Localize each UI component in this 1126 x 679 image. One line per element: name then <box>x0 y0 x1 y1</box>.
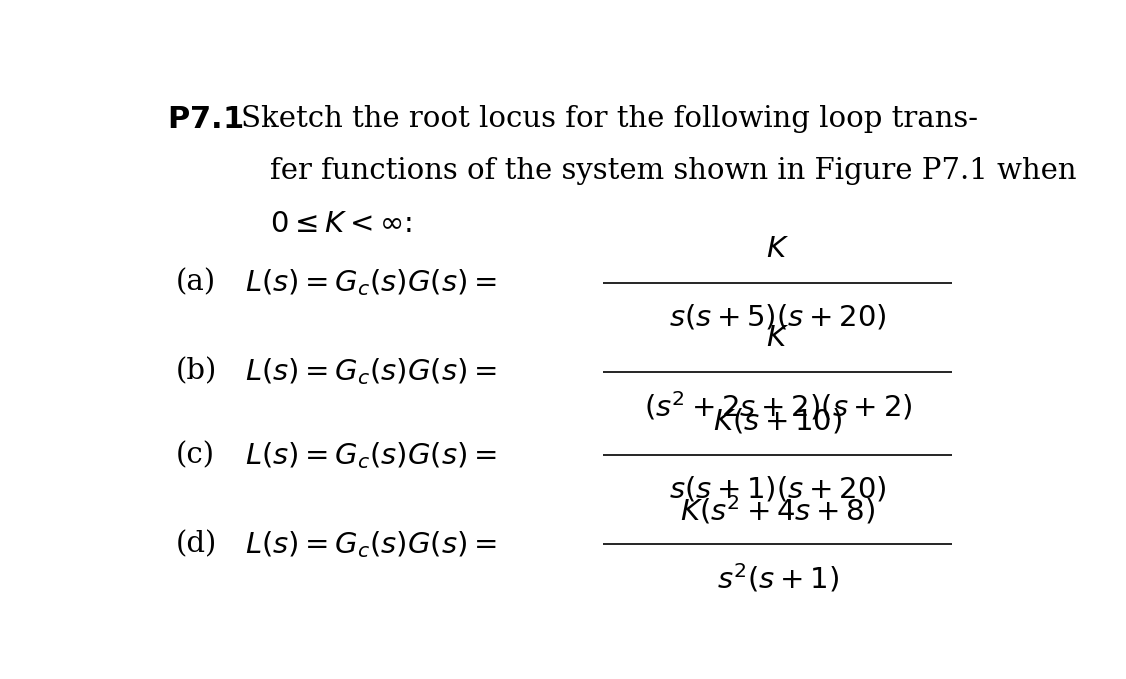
Text: $s^2(s + 1)$: $s^2(s + 1)$ <box>717 562 839 595</box>
Text: $L(s) = G_c(s)G(s) =$: $L(s) = G_c(s)G(s) =$ <box>245 356 498 387</box>
Text: (a): (a) <box>176 269 216 297</box>
Text: $s(s + 1)(s + 20)$: $s(s + 1)(s + 20)$ <box>669 475 886 504</box>
Text: $s(s + 5)(s + 20)$: $s(s + 5)(s + 20)$ <box>669 302 886 331</box>
Text: $(s^2 + 2s + 2)(s + 2)$: $(s^2 + 2s + 2)(s + 2)$ <box>644 389 912 422</box>
Text: fer functions of the system shown in Figure P7.1 when: fer functions of the system shown in Fig… <box>270 158 1076 185</box>
Text: (c): (c) <box>176 441 215 469</box>
Text: $L(s) = G_c(s)G(s) =$: $L(s) = G_c(s)G(s) =$ <box>245 268 498 298</box>
Text: (b): (b) <box>176 358 217 386</box>
Text: (d): (d) <box>176 530 217 558</box>
Text: $K(s + 10)$: $K(s + 10)$ <box>713 407 842 436</box>
Text: $L(s) = G_c(s)G(s) =$: $L(s) = G_c(s)G(s) =$ <box>245 529 498 559</box>
Text: $K$: $K$ <box>767 324 789 352</box>
Text: $\mathbf{P7.1}$: $\mathbf{P7.1}$ <box>167 105 243 134</box>
Text: $K$: $K$ <box>767 235 789 263</box>
Text: $K(s^2 + 4s + 8)$: $K(s^2 + 4s + 8)$ <box>680 494 875 527</box>
Text: $0 \leq K < \infty$:: $0 \leq K < \infty$: <box>270 210 412 238</box>
Text: Sketch the root locus for the following loop trans-: Sketch the root locus for the following … <box>241 105 978 133</box>
Text: $L(s) = G_c(s)G(s) =$: $L(s) = G_c(s)G(s) =$ <box>245 440 498 471</box>
